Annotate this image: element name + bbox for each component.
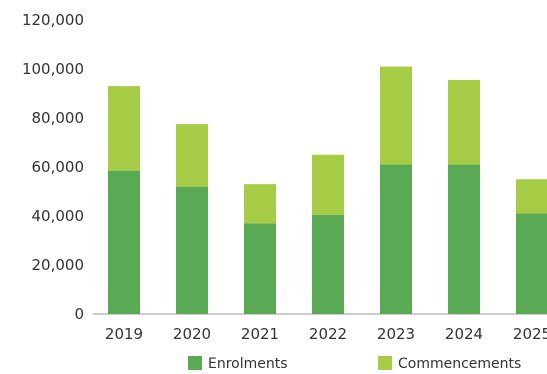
bar-enrolments-2024: [448, 164, 480, 314]
legend-label-commencements: Commencements: [398, 356, 521, 372]
x-axis: 2019 2020 2021 2022 2023 2024 2025: [105, 325, 547, 343]
bar-enrolments-2020: [176, 186, 208, 314]
bar-commencements-2021: [244, 184, 276, 224]
bar-enrolments-2023: [380, 164, 412, 314]
legend-swatch-commencements: [378, 356, 392, 370]
y-axis: 0 20,000 40,000 60,000 80,000 100,000 120,000: [22, 11, 84, 323]
y-tick-label: 0: [74, 305, 84, 323]
y-tick-label: 100,000: [22, 60, 84, 78]
y-tick-label: 120,000: [22, 11, 84, 29]
bar-commencements-2022: [312, 154, 344, 215]
bar-commencements-2024: [448, 80, 480, 165]
y-tick-label: 20,000: [32, 256, 85, 274]
x-tick-label-2020: 2020: [173, 325, 211, 343]
bar-commencements-2019: [108, 86, 140, 171]
x-tick-label-2021: 2021: [241, 325, 279, 343]
x-tick-label-2023: 2023: [377, 325, 415, 343]
y-tick-label: 40,000: [32, 207, 85, 225]
bar-enrolments-2022: [312, 214, 344, 314]
y-tick-label: 80,000: [32, 109, 85, 127]
bar-enrolments-2021: [244, 223, 276, 314]
x-tick-label-2019: 2019: [105, 325, 143, 343]
x-tick-label-2025: 2025: [513, 325, 547, 343]
bar-enrolments-2025: [516, 213, 547, 314]
bar-commencements-2020: [176, 124, 208, 187]
y-tick-label: 60,000: [32, 158, 85, 176]
x-tick-label-2024: 2024: [445, 325, 483, 343]
bar-commencements-2025: [516, 179, 547, 214]
legend-swatch-enrolments: [188, 356, 202, 370]
bar-commencements-2023: [380, 66, 412, 165]
bar-enrolments-2019: [108, 170, 140, 314]
legend: Enrolments Commencements: [188, 356, 521, 372]
x-tick-label-2022: 2022: [309, 325, 347, 343]
legend-label-enrolments: Enrolments: [208, 356, 288, 372]
bars: [108, 66, 547, 314]
